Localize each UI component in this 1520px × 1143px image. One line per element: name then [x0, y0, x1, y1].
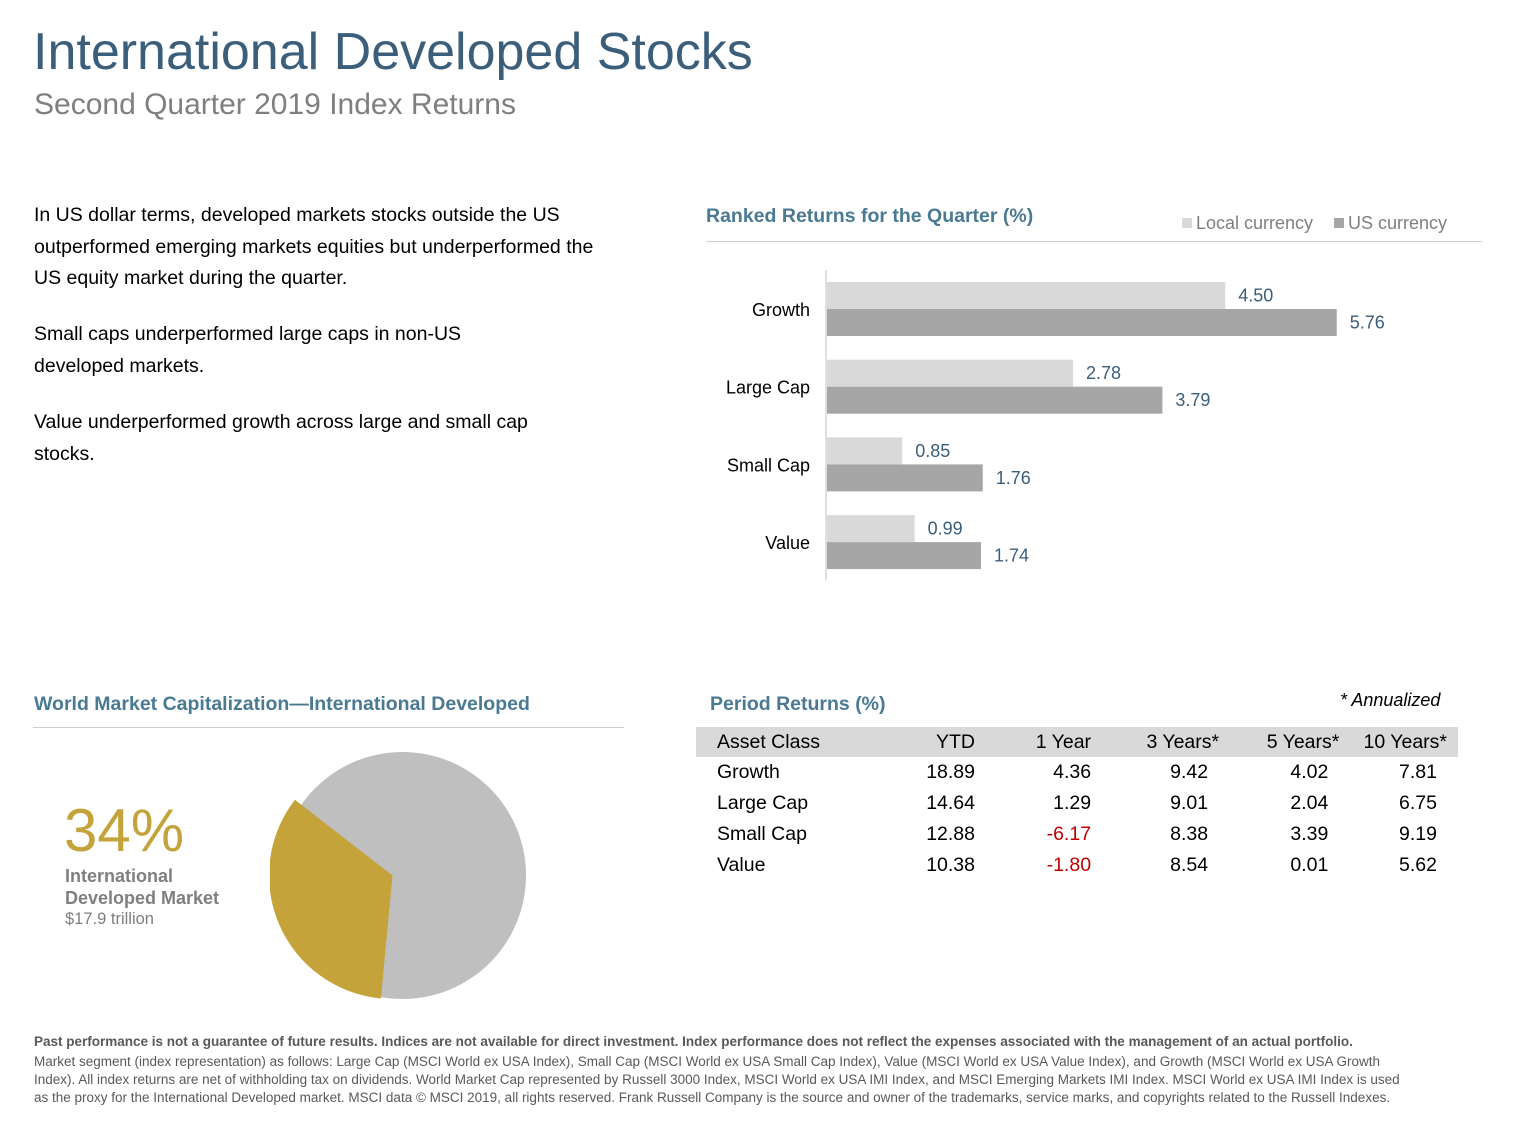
- table-row: Small Cap 12.88 -6.17 8.38 3.39 9.19: [696, 819, 1458, 850]
- market-cap-value: $17.9 trillion: [65, 910, 154, 928]
- column-header: 1 Year: [975, 727, 1092, 757]
- table-cell: 7.81: [1399, 761, 1437, 783]
- commentary-paragraph: Small caps underperformed large caps in …: [34, 323, 462, 377]
- period-returns-heading: Period Returns (%): [710, 693, 886, 715]
- column-header: Asset Class: [696, 727, 875, 757]
- table-row: Growth 18.89 4.36 9.42 4.02 7.81: [696, 757, 1458, 788]
- table-cell: Large Cap: [717, 792, 809, 814]
- table-header-row: Asset Class YTD 1 Year 3 Years* 5 Years*…: [696, 727, 1458, 757]
- section-divider: [33, 727, 624, 728]
- market-cap-label: Developed Market: [65, 888, 220, 908]
- table-cell: 18.89: [926, 761, 975, 783]
- table-cell: Value: [717, 854, 766, 876]
- category-label: Large Cap: [726, 378, 810, 398]
- table-cell: 3.39: [1290, 823, 1329, 845]
- legend-label-local: Local currency: [1196, 213, 1314, 233]
- bar-local-currency: [827, 359, 1074, 387]
- category-label: Small Cap: [727, 455, 810, 475]
- table-cell: 4.02: [1290, 761, 1329, 783]
- table-cell: 0.01: [1290, 854, 1329, 876]
- page-subtitle: Second Quarter 2019 Index Returns: [34, 88, 516, 121]
- table-cell: -1.80: [1046, 854, 1092, 876]
- table-cell: 12.88: [926, 823, 975, 845]
- ranked-returns-heading: Ranked Returns for the Quarter (%): [706, 205, 1034, 227]
- table-cell: 9.01: [1170, 792, 1209, 814]
- table-row: Large Cap 14.64 1.29 9.01 2.04 6.75: [696, 788, 1458, 819]
- bar-us-currency: [827, 386, 1163, 414]
- bar-us-currency: [827, 464, 983, 492]
- annualized-note: * Annualized: [1340, 690, 1441, 710]
- category-label: Growth: [752, 300, 810, 320]
- table-cell: Small Cap: [717, 823, 807, 845]
- category-label: Value: [765, 533, 810, 553]
- table-cell: 8.38: [1170, 823, 1209, 845]
- market-cap-percent: 34%: [64, 797, 185, 864]
- table-row: Value 10.38 -1.80 8.54 0.01 5.62: [696, 850, 1458, 881]
- data-label: 0.85: [915, 441, 950, 461]
- market-cap-heading: World Market Capitalization—Internationa…: [34, 693, 530, 715]
- legend-label-us: US currency: [1348, 213, 1448, 233]
- table-cell: 8.54: [1170, 854, 1209, 876]
- table-cell: -6.17: [1046, 823, 1092, 845]
- column-header: 5 Years*: [1219, 727, 1340, 757]
- data-label: 4.50: [1238, 286, 1273, 306]
- market-cap-label: International: [65, 866, 174, 886]
- pie-slice-international-developed: [270, 799, 393, 999]
- table-cell: 14.64: [926, 792, 975, 814]
- legend-swatch-us: [1334, 218, 1344, 228]
- table-cell: 9.19: [1399, 823, 1437, 845]
- market-cap-pie: [270, 752, 526, 999]
- data-label: 0.99: [928, 519, 963, 539]
- column-header: 10 Years*: [1339, 727, 1458, 757]
- data-label: 2.78: [1086, 363, 1121, 383]
- bar-local-currency: [827, 437, 903, 465]
- column-header: YTD: [874, 727, 975, 757]
- disclaimer-bold: Past performance is not a guarantee of f…: [34, 1034, 1353, 1049]
- column-header: 3 Years*: [1091, 727, 1220, 757]
- data-label: 1.76: [996, 468, 1031, 488]
- ranked-returns-chart: Growth 4.50 5.76 Large Cap 2.78 3.79 Small Cap…: [726, 270, 1385, 580]
- commentary-paragraph: Value underperformed growth across large…: [34, 411, 528, 465]
- table-cell: 4.36: [1053, 761, 1092, 783]
- table-cell: 1.29: [1053, 792, 1092, 814]
- period-returns-table: Asset Class YTD 1 Year 3 Years* 5 Years*…: [696, 727, 1458, 881]
- legend-swatch-local: [1182, 218, 1192, 228]
- data-label: 3.79: [1175, 390, 1210, 410]
- page-title: International Developed Stocks: [33, 23, 753, 81]
- bar-us-currency: [827, 542, 981, 570]
- data-label: 1.74: [994, 546, 1029, 566]
- section-divider: [706, 241, 1482, 242]
- table-cell: 9.42: [1170, 761, 1209, 783]
- legend-item-us: US currency: [1334, 213, 1447, 234]
- table-cell: Growth: [717, 761, 780, 783]
- table-cell: 5.62: [1399, 854, 1437, 876]
- table-cell: 10.38: [926, 854, 975, 876]
- commentary-paragraph: In US dollar terms, developed markets st…: [34, 204, 594, 289]
- data-label: 5.76: [1350, 313, 1385, 333]
- table-cell: 2.04: [1290, 792, 1329, 814]
- bar-local-currency: [827, 515, 915, 543]
- bar-us-currency: [827, 309, 1337, 336]
- disclaimer-text: Market segment (index representation) as…: [34, 1054, 1400, 1105]
- legend-item-local: Local currency: [1182, 213, 1313, 234]
- bar-local-currency: [827, 282, 1226, 309]
- table-cell: 6.75: [1399, 792, 1437, 814]
